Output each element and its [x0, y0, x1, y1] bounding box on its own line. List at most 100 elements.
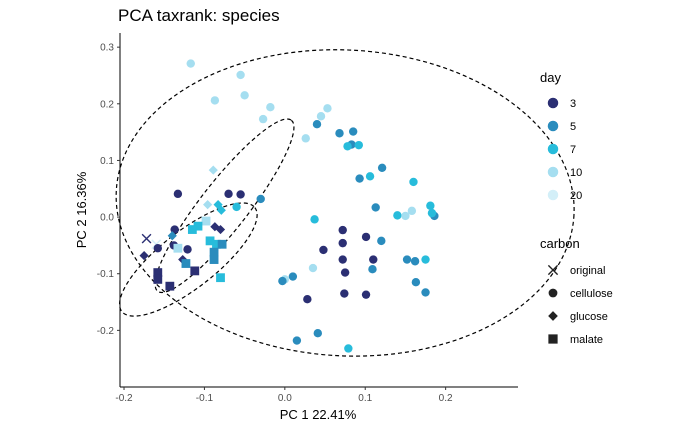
point-malate-day3-81 — [190, 266, 200, 276]
y-axis-label: PC 2 16.36% — [74, 171, 89, 248]
point-malate-day7-73 — [187, 225, 197, 234]
point-cellulose-day5-32 — [256, 194, 265, 204]
ellipse-2 — [154, 118, 295, 294]
legend-day-label-20: 20 — [570, 190, 582, 202]
point-cellulose-day7-24 — [426, 201, 435, 210]
point-cellulose-day3-46 — [369, 255, 378, 264]
point-malate-day3-83 — [153, 268, 163, 277]
point-cellulose-day3-39 — [361, 232, 371, 242]
point-cellulose-day7-61 — [344, 344, 353, 353]
chart-title: PCA taxrank: species — [118, 6, 280, 25]
point-malate-day10-77 — [173, 243, 183, 253]
point-cellulose-day5-59 — [313, 328, 322, 338]
legend-day-key-7 — [547, 143, 559, 155]
point-glucose-day5-68 — [167, 231, 177, 241]
point-cellulose-day3-29 — [173, 189, 183, 199]
point-cellulose-day7-33 — [232, 202, 241, 212]
point-cellulose-day5-21 — [371, 203, 380, 212]
plot-area: -0.2 -0.1 0.0 0.1 0.2 -0.2 -0.1 0.0 0.1 0.2 0.3 — [97, 33, 575, 404]
y-tick-label: 0.3 — [100, 43, 114, 54]
legend-day-key-10 — [547, 166, 559, 178]
legend-carbon-key-cellulose — [548, 288, 558, 298]
point-cellulose-day10-6 — [266, 102, 275, 112]
point-cellulose-day10-27 — [401, 211, 410, 221]
point-malate-day5-76 — [217, 239, 227, 249]
point-cellulose-day3-55 — [361, 290, 371, 299]
point-cellulose-day3-38 — [338, 225, 347, 235]
point-malate-day5-79 — [209, 255, 219, 264]
point-cellulose-day5-19 — [355, 174, 364, 183]
point-cellulose-day7-26 — [427, 208, 437, 218]
x-axis-ticks: -0.2 -0.1 0.0 0.1 0.2 — [115, 387, 453, 404]
point-cellulose-day5-12 — [335, 129, 344, 138]
point-malate-day7-82 — [216, 273, 225, 283]
x-tick-label: -0.1 — [196, 393, 214, 404]
point-cellulose-day3-30 — [224, 189, 233, 199]
legend-day-title: day — [540, 70, 561, 85]
point-malate-day5-80 — [181, 259, 191, 268]
point-cellulose-day5-43 — [402, 255, 412, 264]
point-cellulose-day3-36 — [153, 244, 162, 253]
point-original-day3-0 — [141, 233, 152, 244]
x-tick-label: -0.2 — [115, 393, 133, 404]
point-glucose-day3-67 — [215, 224, 226, 235]
point-cellulose-day10-10 — [301, 134, 310, 143]
legend-carbon: carbon original cellulose glucose malate — [540, 236, 613, 346]
point-cellulose-day5-11 — [312, 119, 322, 129]
point-cellulose-day3-41 — [319, 245, 328, 255]
point-glucose-day3-70 — [139, 250, 149, 261]
point-cellulose-day10-8 — [323, 104, 332, 113]
point-cellulose-day5-42 — [377, 236, 386, 246]
x-axis-label: PC 1 22.41% — [280, 407, 357, 422]
point-malate-day3-85 — [165, 281, 175, 291]
legend-day-label-10: 10 — [570, 167, 582, 179]
point-malate-day10-71 — [201, 216, 211, 226]
legend-day-label-3: 3 — [570, 98, 576, 110]
point-cellulose-day5-57 — [421, 288, 430, 297]
y-axis-ticks: -0.2 -0.1 0.0 0.1 0.2 0.3 — [97, 43, 120, 337]
data-points — [139, 59, 439, 353]
point-cellulose-day7-15 — [343, 142, 352, 151]
point-glucose-day10-62 — [208, 165, 218, 175]
ellipse-1 — [115, 49, 575, 357]
legend-day: day 3 5 7 10 20 — [540, 70, 582, 202]
legend-day-key-3 — [547, 97, 559, 109]
point-cellulose-day3-58 — [303, 295, 312, 304]
legend-day-key-5 — [547, 120, 559, 132]
point-cellulose-day7-18 — [365, 172, 375, 181]
point-malate-day3-84 — [153, 274, 163, 284]
point-cellulose-day5-44 — [410, 257, 420, 266]
point-cellulose-day5-17 — [377, 163, 387, 173]
point-cellulose-day10-2 — [186, 59, 195, 68]
point-cellulose-day3-40 — [338, 238, 347, 248]
legend-carbon-title: carbon — [540, 236, 580, 251]
point-cellulose-day7-45 — [421, 255, 430, 264]
point-cellulose-day7-16 — [354, 140, 363, 150]
point-cellulose-day3-37 — [183, 245, 192, 254]
point-cellulose-day5-48 — [368, 264, 377, 274]
point-cellulose-day10-4 — [240, 91, 249, 100]
point-cellulose-day5-56 — [411, 278, 421, 287]
point-malate-day7-75 — [212, 239, 221, 249]
point-cellulose-day3-53 — [340, 268, 350, 277]
point-cellulose-day10-22 — [407, 206, 417, 216]
point-glucose-day7-65 — [216, 205, 226, 215]
y-tick-label: 0.1 — [100, 156, 114, 167]
legend-carbon-label-glucose: glucose — [570, 311, 608, 323]
point-cellulose-day5-50 — [288, 272, 298, 281]
point-glucose-day10-63 — [203, 200, 213, 210]
y-tick-label: -0.1 — [97, 269, 115, 280]
x-tick-label: 0.2 — [439, 393, 453, 404]
point-cellulose-day3-47 — [338, 255, 347, 264]
legend-carbon-key-original — [547, 264, 559, 276]
confidence-ellipses — [115, 49, 575, 357]
point-malate-day5-78 — [209, 247, 219, 257]
y-tick-label: 0.0 — [100, 213, 114, 224]
point-cellulose-day3-54 — [340, 289, 349, 298]
point-cellulose-day5-52 — [278, 276, 287, 286]
point-cellulose-day10-7 — [258, 114, 268, 124]
point-cellulose-day7-23 — [393, 211, 402, 220]
legend-day-key-20 — [547, 189, 559, 201]
